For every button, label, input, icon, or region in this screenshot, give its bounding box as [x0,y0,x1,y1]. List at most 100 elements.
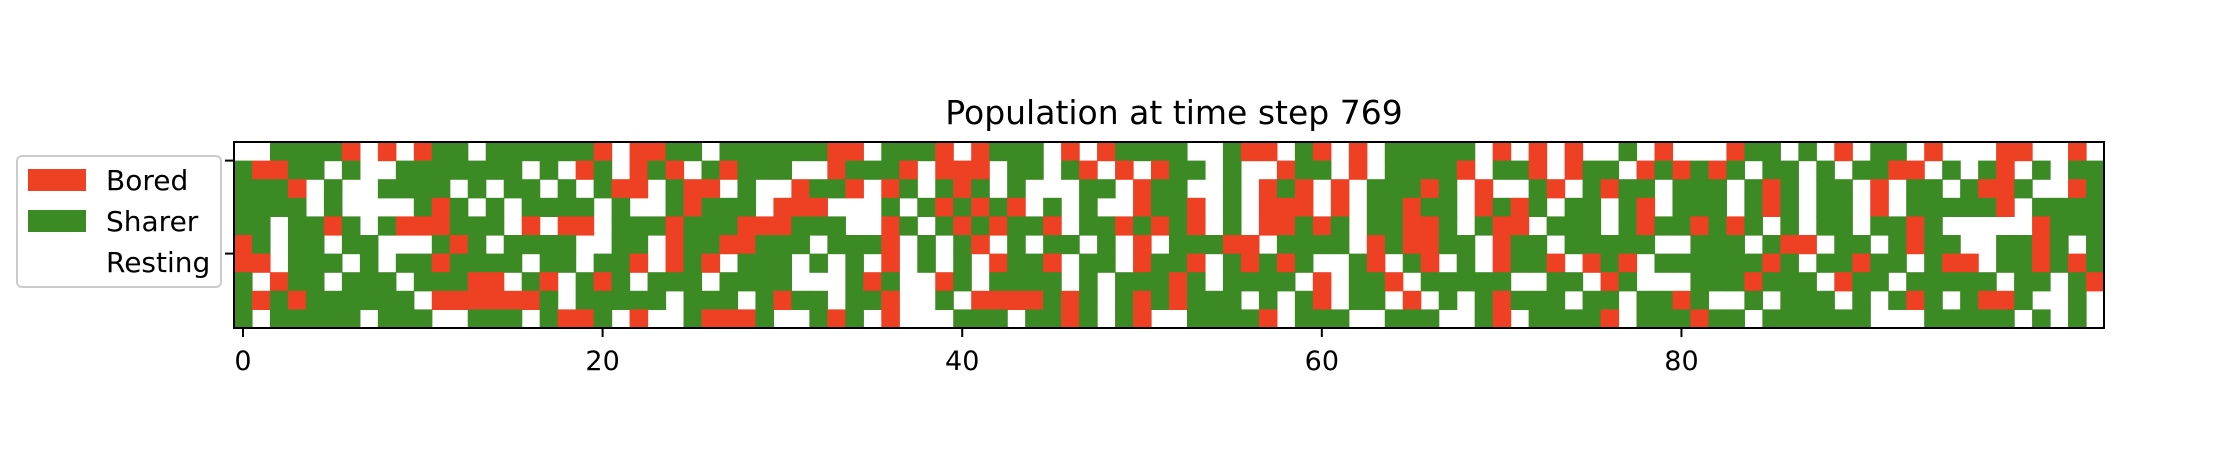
cell-sharer [1726,160,1745,180]
cell-bored [791,197,810,217]
cell-sharer [1438,272,1458,292]
cell-sharer [287,309,307,329]
cell-bored [521,290,541,310]
cell-sharer [719,216,739,236]
cell-sharer [1186,160,1206,180]
legend-label-bored: Bored [106,164,188,197]
cell-sharer [377,179,397,199]
cell-sharer [1240,272,1260,292]
cell-bored [2086,272,2105,292]
cell-sharer [1330,216,1350,236]
cell-bored [413,142,433,162]
cell-sharer [1366,197,1386,217]
cell-sharer [1942,235,1961,255]
cell-sharer [1204,235,1224,255]
cell-bored [1133,309,1152,329]
cell-sharer [1834,216,1853,236]
cell-sharer [341,216,361,236]
cell-sharer [953,253,972,273]
cell-sharer [359,272,379,292]
cell-bored [1043,216,1062,236]
cell-sharer [287,216,307,236]
cell-sharer [1744,290,1763,310]
cell-sharer [485,216,505,236]
cell-sharer [683,253,703,273]
cell-sharer [395,290,415,310]
cell-sharer [467,309,487,329]
x-tick-label: 60 [1305,346,1339,377]
cell-sharer [611,197,631,217]
cell-sharer [395,309,415,329]
cell-sharer [431,179,451,199]
cell-sharer [2032,272,2051,292]
cell-sharer [863,290,882,310]
cell-sharer [269,197,289,217]
cell-bored [773,216,792,236]
cell-sharer [1762,160,1781,180]
cell-sharer [521,142,541,162]
cell-sharer [1169,160,1188,180]
cell-bored [1636,216,1656,236]
cell-sharer [845,309,864,329]
cell-sharer [1007,272,1026,292]
cell-sharer [503,253,523,273]
cell-bored [1690,216,1710,236]
cell-sharer [989,197,1008,217]
cell-sharer [1007,160,1026,180]
cell-sharer [503,235,523,255]
cell-bored [1133,253,1152,273]
cell-bored [1564,142,1584,162]
cell-bored [899,160,918,180]
cell-sharer [1762,272,1781,292]
cell-bored [1133,179,1152,199]
cell-sharer [413,253,433,273]
cell-sharer [1079,197,1098,217]
cell-sharer [1061,160,1080,180]
cell-sharer [2050,197,2069,217]
cell-sharer [1510,235,1530,255]
cell-sharer [1115,309,1134,329]
cell-bored [1312,216,1332,236]
cell-sharer [1798,142,1817,162]
cell-sharer [1672,216,1692,236]
cell-sharer [1780,160,1799,180]
cell-bored [1186,197,1206,217]
cell-bored [1960,253,1979,273]
cell-sharer [1618,235,1638,255]
cell-sharer [1330,235,1350,255]
cell-sharer [557,142,577,162]
cell-sharer [1852,309,1871,329]
cell-sharer [1618,197,1638,217]
cell-sharer [1222,309,1242,329]
cell-sharer [1780,253,1799,273]
cell-bored [2032,216,2051,236]
cell-sharer [737,253,757,273]
cell-sharer [413,197,433,217]
cell-sharer [1744,179,1763,199]
cell-bored [719,160,739,180]
cell-bored [701,309,721,329]
cell-bored [1402,197,1422,217]
cell-sharer [2014,253,2033,273]
cell-sharer [503,309,523,329]
cell-sharer [467,160,487,180]
cell-bored [431,290,451,310]
cell-sharer [575,197,595,217]
cell-sharer [449,197,469,217]
cell-sharer [1186,309,1206,329]
cell-sharer [1762,309,1781,329]
cell-sharer [2050,253,2069,273]
cell-sharer [1510,253,1530,273]
cell-sharer [1079,179,1098,199]
cell-sharer [2086,179,2105,199]
cell-sharer [1924,197,1943,217]
cell-sharer [1672,179,1692,199]
cell-bored [1870,197,1889,217]
cell-bored [1061,290,1080,310]
cell-sharer [467,253,487,273]
cell-sharer [377,309,397,329]
cell-bored [1276,160,1296,180]
cell-sharer [881,197,900,217]
cell-sharer [234,179,253,199]
cell-sharer [1222,253,1242,273]
